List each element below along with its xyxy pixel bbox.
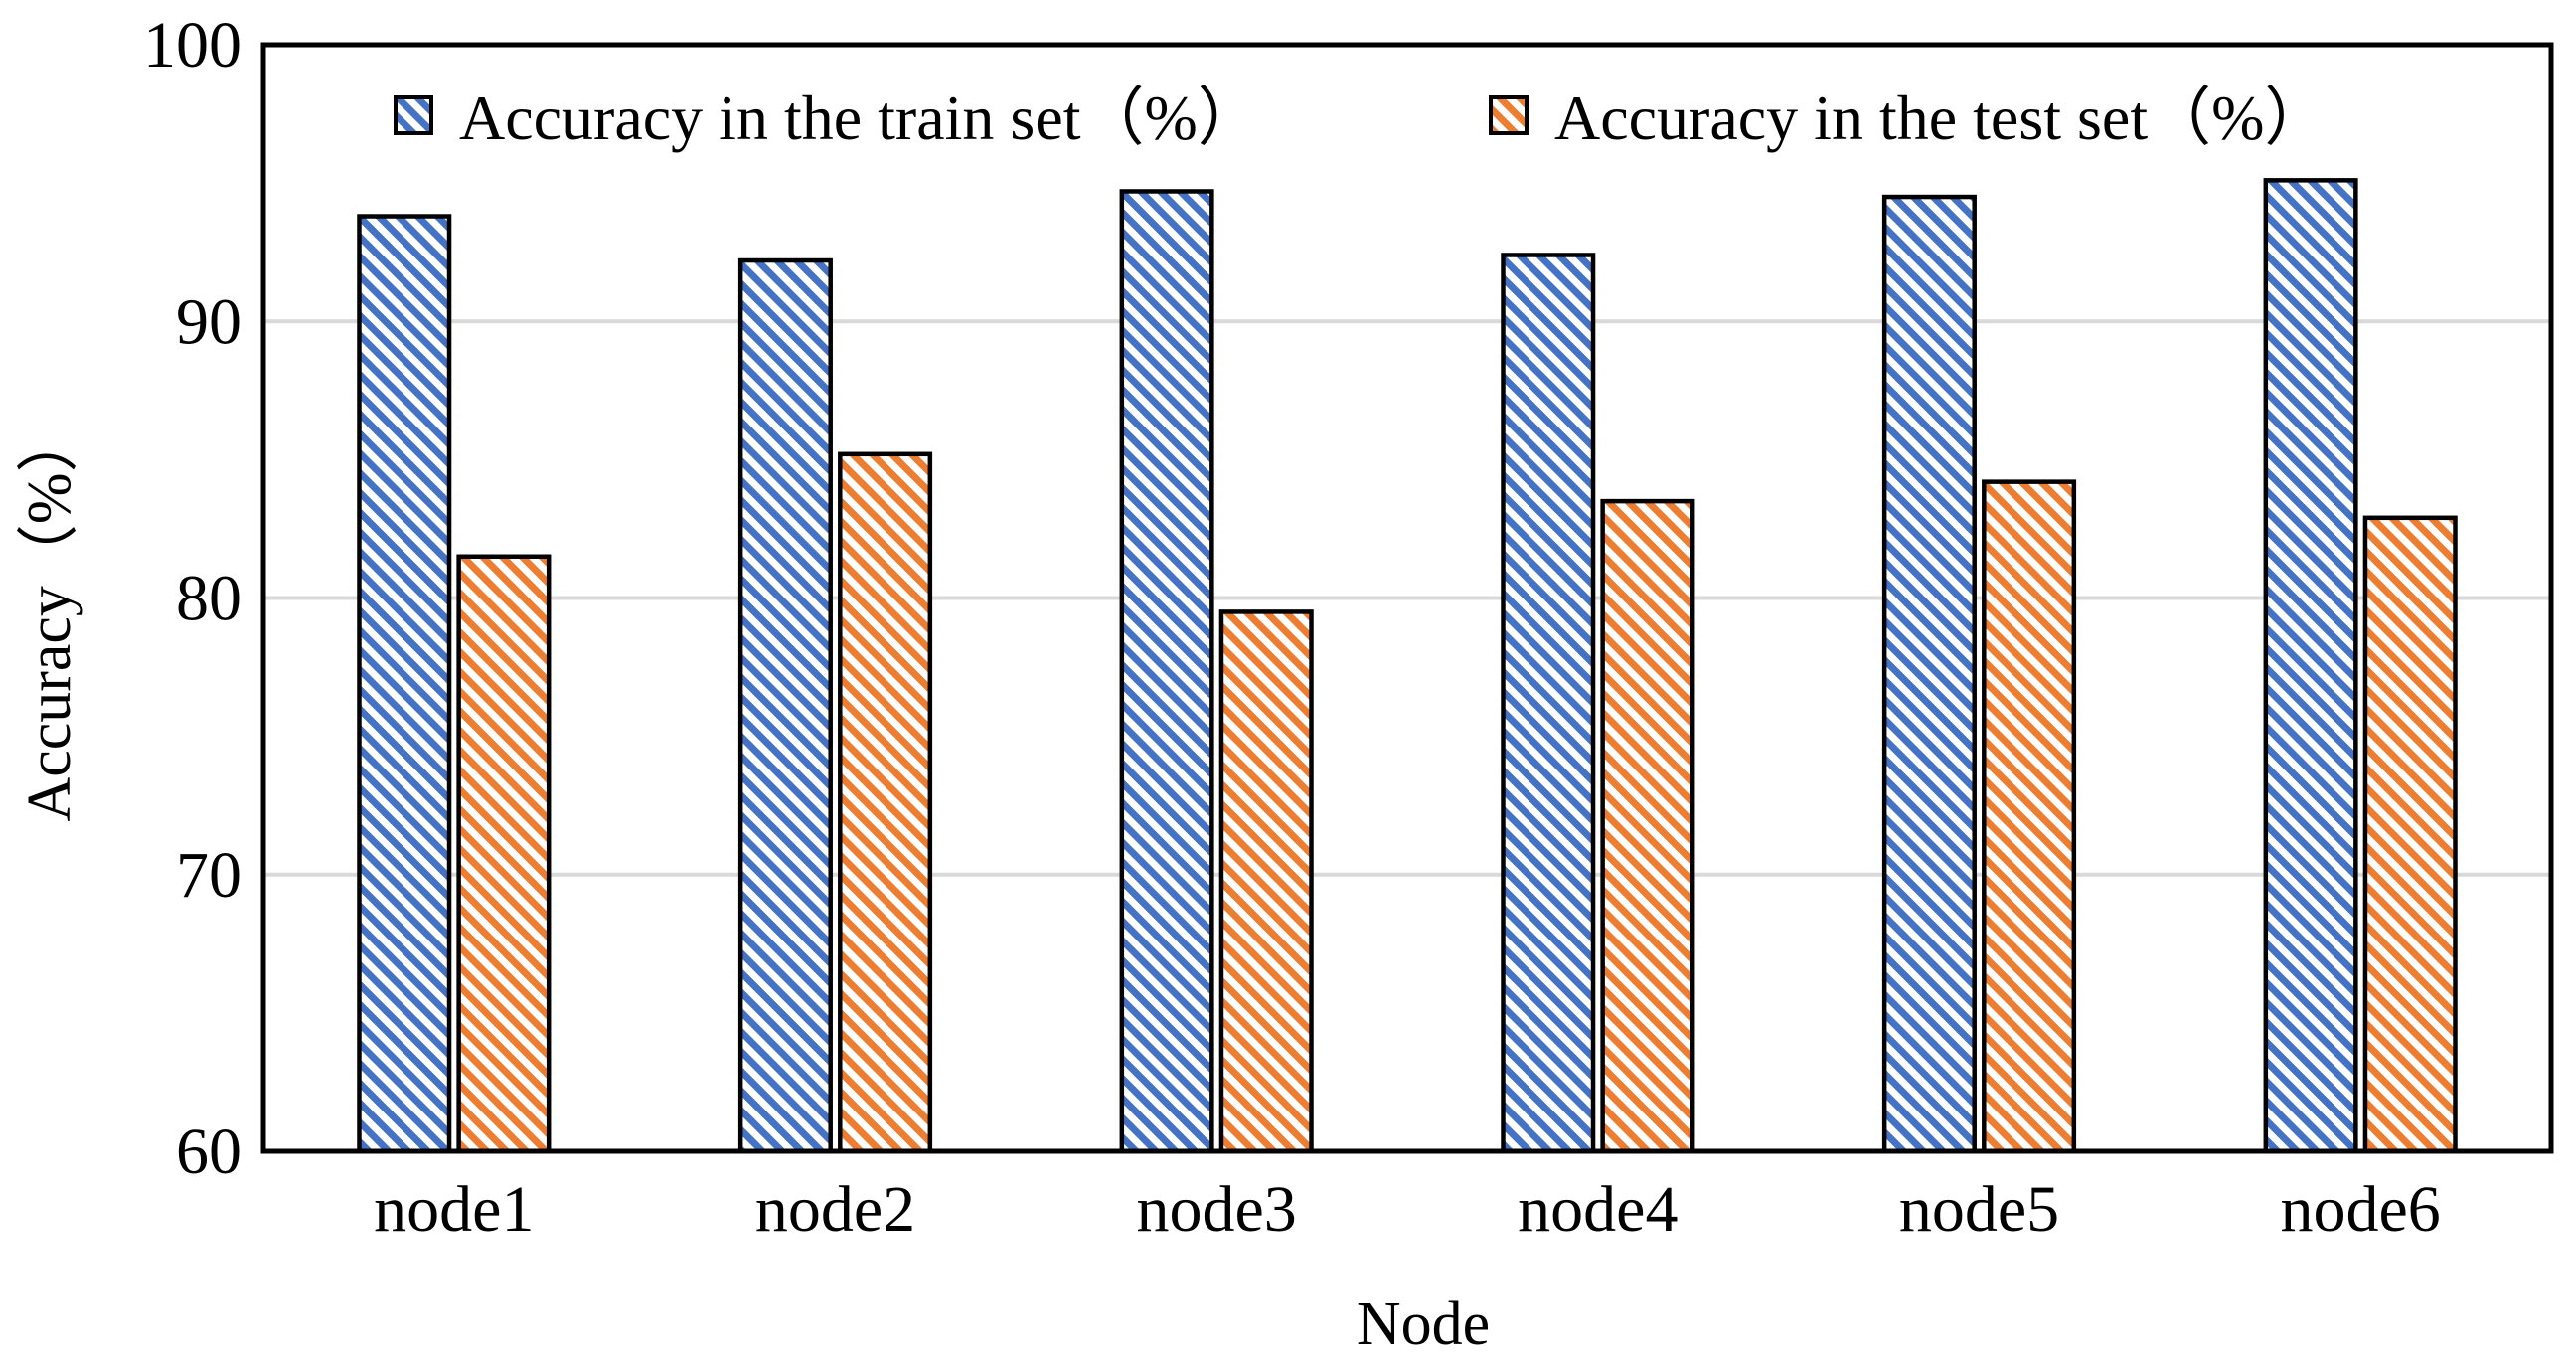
bar-test-node1	[456, 554, 552, 1154]
bar-train-node2	[737, 257, 833, 1154]
legend-label: Accuracy in the train set（%）	[459, 83, 1261, 153]
bar-test-node6	[2362, 515, 2458, 1154]
x-tick-label: node3	[1137, 1173, 1297, 1246]
bar-train-node4	[1501, 253, 1596, 1154]
legend: Accuracy in the train set（%） Accuracy in …	[394, 83, 2328, 153]
bar-train-node5	[1881, 194, 1977, 1154]
legend-label: Accuracy in the test set（%）	[1554, 83, 2328, 153]
bar-test-node5	[1982, 479, 2077, 1154]
bar-test-node2	[838, 451, 933, 1154]
x-tick-label: node6	[2281, 1173, 2441, 1246]
bar-train-node6	[2263, 178, 2358, 1154]
bars	[357, 178, 2458, 1154]
bar-train-node1	[357, 214, 452, 1154]
y-tick-label: 80	[176, 563, 242, 635]
y-tick-label: 60	[176, 1115, 242, 1188]
x-tick-label: node2	[755, 1173, 915, 1246]
x-tick-label: node5	[1899, 1173, 2059, 1246]
x-tick-label: node4	[1518, 1173, 1678, 1246]
x-tick-label: node1	[374, 1173, 534, 1246]
legend-item: Accuracy in the train set（%）	[394, 83, 1261, 153]
bar-test-node3	[1218, 609, 1314, 1154]
legend-swatch	[394, 95, 433, 135]
bar-test-node4	[1600, 498, 1695, 1154]
legend-item: Accuracy in the test set（%）	[1489, 83, 2328, 153]
plot-area-frame	[260, 42, 2554, 1154]
y-tick-label: 70	[176, 839, 242, 912]
y-axis-tick-labels: 60 70 80 90 100	[143, 9, 242, 1188]
gridlines	[263, 319, 2551, 877]
x-axis-title: Node	[1357, 1290, 1490, 1358]
legend-swatch	[1489, 95, 1529, 135]
y-tick-label: 100	[143, 9, 242, 82]
y-tick-label: 90	[176, 285, 242, 358]
y-axis-title: Accuracy（%）	[16, 411, 83, 821]
x-axis-tick-labels: node1 node2 node3 node4 node5 node6	[374, 1173, 2441, 1246]
bar-train-node3	[1119, 189, 1214, 1154]
